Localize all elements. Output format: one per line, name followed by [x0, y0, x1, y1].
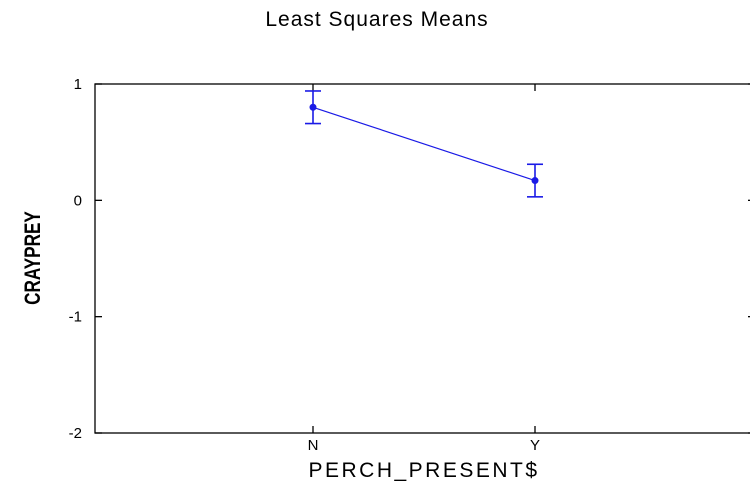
- chart-title: Least Squares Means: [265, 8, 488, 31]
- data-point: [309, 103, 317, 111]
- x-tick-label: N: [308, 437, 319, 454]
- y-tick-label: 0: [74, 192, 82, 209]
- x-tick-label: Y: [530, 437, 540, 454]
- y-tick-label: 1: [74, 76, 82, 93]
- y-tick-label: -2: [69, 425, 82, 442]
- y-axis-ticks: 1 0 -1 -2: [69, 76, 750, 442]
- y-axis-label: CRAYPREY: [21, 211, 46, 305]
- y-tick-label: -1: [69, 309, 82, 326]
- series-layer: [305, 90, 543, 198]
- data-point: [531, 177, 539, 185]
- x-axis-label: PERCH_PRESENT$: [308, 459, 539, 482]
- plot-frame: [94, 83, 750, 434]
- series-line: [312, 106, 536, 182]
